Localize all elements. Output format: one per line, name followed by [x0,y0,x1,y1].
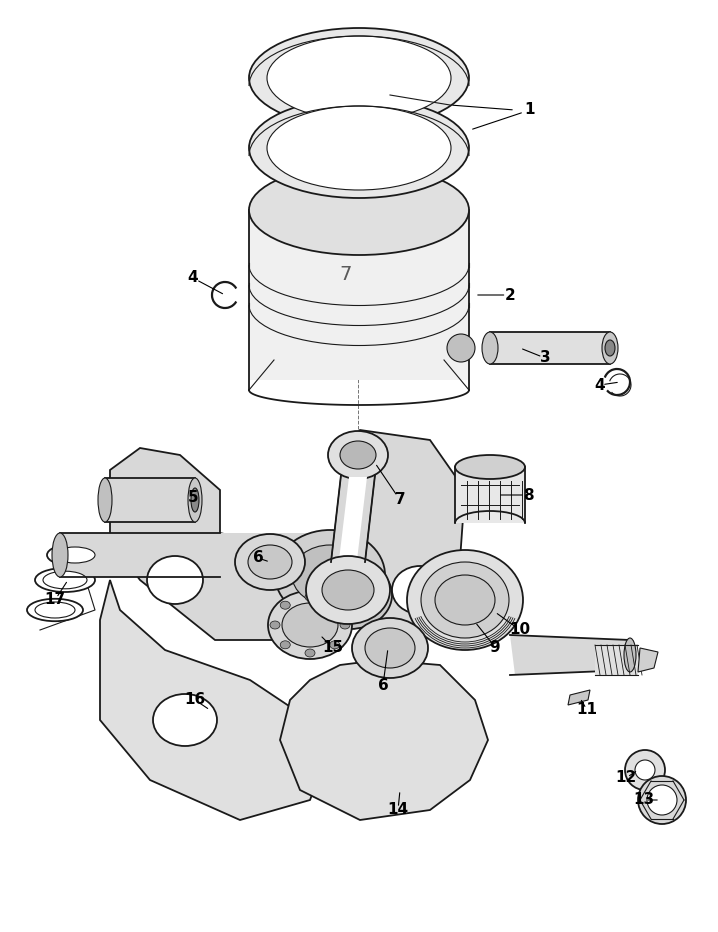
Ellipse shape [407,550,523,650]
Ellipse shape [647,785,677,815]
Ellipse shape [602,332,618,364]
Polygon shape [100,580,325,820]
Text: 13: 13 [633,792,655,807]
Ellipse shape [282,603,338,647]
Ellipse shape [305,649,315,657]
Polygon shape [595,645,638,675]
Text: 7: 7 [395,492,406,508]
Polygon shape [210,533,310,577]
Ellipse shape [292,545,368,605]
Ellipse shape [35,602,75,618]
Text: 4: 4 [187,270,198,285]
Ellipse shape [306,556,390,624]
Ellipse shape [482,332,498,364]
Polygon shape [490,332,610,364]
Ellipse shape [447,334,475,362]
Ellipse shape [275,530,385,620]
Text: 15: 15 [322,640,343,655]
Ellipse shape [235,534,305,590]
Polygon shape [355,475,375,562]
Ellipse shape [153,694,217,746]
Ellipse shape [638,776,686,824]
Polygon shape [510,635,630,675]
Text: 16: 16 [185,692,205,707]
Text: 2: 2 [505,287,516,303]
Text: 5: 5 [187,489,198,504]
Ellipse shape [605,340,615,356]
Ellipse shape [267,106,451,190]
Text: 9: 9 [490,639,500,654]
Polygon shape [339,477,367,560]
Polygon shape [60,533,220,577]
Ellipse shape [352,618,428,678]
Ellipse shape [47,543,103,567]
Polygon shape [331,475,351,562]
Ellipse shape [365,628,415,668]
Ellipse shape [455,455,525,479]
Text: $\it{7}$: $\it{7}$ [339,265,352,284]
Ellipse shape [340,441,376,469]
Ellipse shape [392,566,448,614]
Ellipse shape [98,478,112,522]
Ellipse shape [280,601,290,610]
Ellipse shape [635,760,655,780]
Text: 6: 6 [378,678,388,692]
Text: 6: 6 [253,551,264,566]
Polygon shape [105,478,195,522]
Ellipse shape [280,641,290,649]
Ellipse shape [322,570,374,610]
Polygon shape [455,467,525,523]
Text: 1: 1 [525,103,535,117]
Ellipse shape [435,575,495,625]
Ellipse shape [340,621,350,629]
Ellipse shape [249,165,469,255]
Polygon shape [638,648,658,672]
Ellipse shape [421,562,509,638]
Ellipse shape [268,591,352,659]
Ellipse shape [52,533,68,577]
Text: 3: 3 [540,350,550,365]
Polygon shape [568,690,590,705]
Text: 4: 4 [595,377,605,392]
Ellipse shape [191,488,199,512]
Text: 12: 12 [615,771,637,786]
Ellipse shape [624,638,636,672]
Ellipse shape [330,601,340,610]
Ellipse shape [248,545,292,579]
Text: 11: 11 [577,703,597,718]
Ellipse shape [305,593,315,601]
Ellipse shape [249,28,469,128]
Text: 14: 14 [388,802,409,817]
Ellipse shape [188,478,202,522]
Ellipse shape [267,36,451,120]
Text: 8: 8 [523,487,533,502]
Ellipse shape [330,641,340,649]
Ellipse shape [270,621,280,629]
Ellipse shape [147,556,203,604]
Ellipse shape [43,571,87,589]
Ellipse shape [328,431,388,479]
Polygon shape [340,430,465,660]
Polygon shape [249,210,469,380]
Ellipse shape [55,547,95,563]
Ellipse shape [308,561,392,629]
Polygon shape [280,660,488,820]
Text: 17: 17 [45,593,65,608]
Text: 10: 10 [510,623,531,637]
Polygon shape [110,448,315,640]
Ellipse shape [249,98,469,198]
Ellipse shape [27,598,83,622]
Ellipse shape [625,750,665,790]
Ellipse shape [35,568,95,592]
